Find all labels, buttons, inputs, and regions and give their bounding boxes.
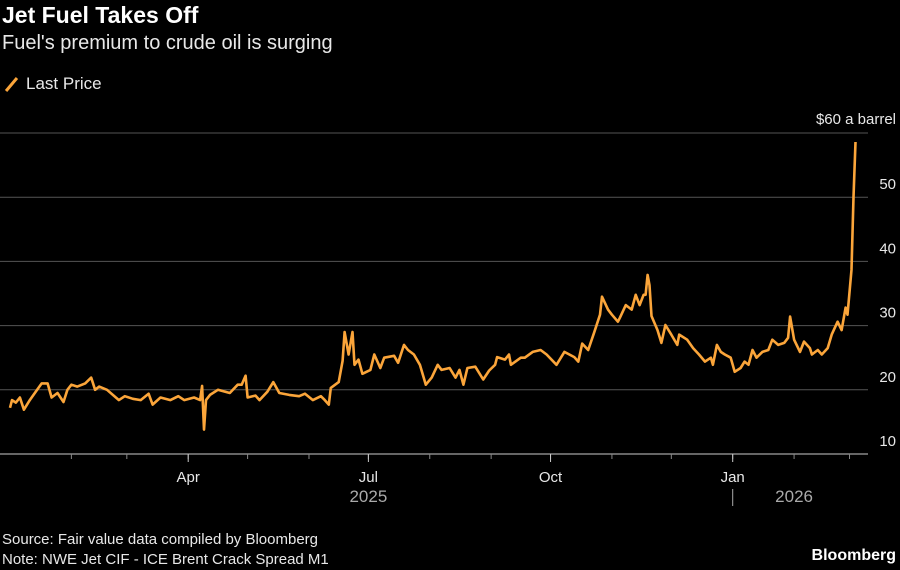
y-tick-label: 50: [879, 176, 896, 193]
chart-title: Jet Fuel Takes Off: [2, 2, 199, 28]
y-tick-label: 30: [879, 305, 896, 322]
y-tick-label: 20: [879, 369, 896, 386]
x-tick-label: Oct: [539, 469, 563, 486]
x-tick-label: Jul: [359, 469, 378, 486]
x-tick-label: Jan: [721, 469, 745, 486]
chart-subtitle: Fuel's premium to crude oil is surging: [2, 32, 333, 54]
note-text: Note: NWE Jet CIF - ICE Brent Crack Spre…: [2, 551, 329, 568]
y-tick-label: 40: [879, 240, 896, 257]
legend: Last Price: [4, 74, 102, 94]
y-tick-label: $60 a barrel: [816, 111, 896, 128]
source-text: Source: Fair value data compiled by Bloo…: [2, 531, 318, 548]
year-label: 2026: [775, 487, 813, 506]
year-label: 2025: [349, 487, 387, 506]
x-tick-label: Apr: [177, 469, 200, 486]
legend-label: Last Price: [26, 74, 102, 93]
bloomberg-logo: Bloomberg: [811, 547, 896, 564]
series-line-last-price: [8, 141, 857, 431]
y-tick-label: 10: [879, 433, 896, 450]
